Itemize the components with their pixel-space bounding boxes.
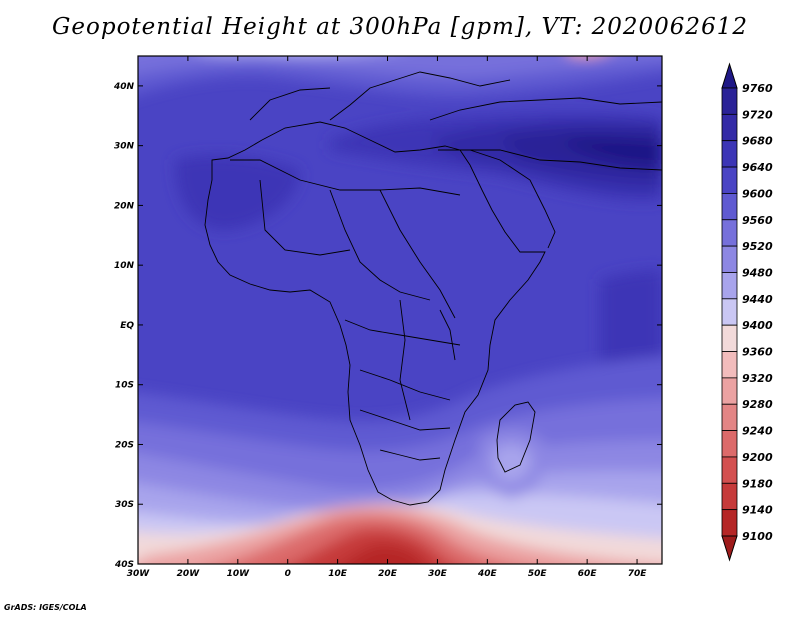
colorbar-bin: [721, 324, 738, 352]
colorbar-bin: [721, 351, 738, 379]
lon-tick-label: 20W: [177, 569, 201, 579]
colorbar-label: 9440: [742, 293, 773, 306]
footer-credit: GrADS: IGES/COLA: [4, 603, 87, 612]
map-title: Geopotential Height at 300hPa [gpm], VT:…: [52, 14, 748, 40]
colorbar-label: 9360: [742, 346, 773, 359]
lon-tick-label: 10W: [227, 569, 251, 579]
lat-tick-label: 20N: [114, 201, 135, 211]
colorbar-bin: [721, 166, 738, 194]
colorbar-label: 9140: [742, 504, 773, 517]
colorbar-label: 9600: [742, 187, 773, 200]
lon-tick-label: 60E: [578, 569, 598, 579]
colorbar-bin: [721, 272, 738, 300]
colorbar-bin: [721, 140, 738, 168]
colorbar-label: 9520: [742, 240, 773, 253]
coastlines: [204, 71, 662, 506]
colorbar-bin: [721, 219, 738, 247]
height-field: [138, 56, 662, 564]
colorbar: 9760 9720 9680 9640 9600 9560 9520 9480 9440 9400…: [721, 62, 773, 562]
latitude-axis: 40N 30N 20N 10N EQ 10S 20S 30S 40S: [113, 82, 662, 570]
colorbar-bin: [721, 193, 738, 221]
lat-tick-label: 30N: [114, 142, 135, 152]
lon-tick-label: 30W: [127, 569, 151, 579]
lon-tick-label: 30E: [428, 569, 448, 579]
lon-tick-label: 20E: [378, 569, 398, 579]
colorbar-bin: [721, 509, 738, 537]
lon-tick-label: 40E: [477, 569, 498, 579]
colorbar-bin: [721, 87, 738, 115]
colorbar-label: 9640: [742, 161, 773, 174]
colorbar-label: 9720: [742, 108, 773, 121]
lat-tick-label: 40S: [114, 560, 134, 570]
plot-frame: [137, 55, 663, 565]
lat-tick-label: 10S: [115, 381, 134, 391]
lat-tick-label: 20S: [115, 440, 134, 450]
colorbar-label: 9560: [742, 214, 773, 227]
colorbar-bin: [721, 245, 738, 273]
colorbar-label: 9760: [742, 82, 773, 95]
colorbar-label: 9100: [742, 530, 773, 543]
lat-tick-label: 30S: [115, 500, 134, 510]
colorbar-bin: [721, 430, 738, 458]
colorbar-label: 9480: [742, 266, 773, 279]
colorbar-label: 9680: [742, 135, 773, 148]
colorbar-label: 9280: [742, 398, 773, 411]
colorbar-bottom-arrow: [721, 535, 738, 562]
colorbar-bin: [721, 403, 738, 431]
colorbar-label: 9240: [742, 425, 773, 438]
colorbar-bin: [721, 456, 738, 484]
colorbar-bin: [721, 298, 738, 326]
colorbar-bin: [721, 113, 738, 142]
colorbar-label: 9200: [742, 451, 773, 464]
colorbar-bin: [721, 482, 738, 511]
lon-tick-label: 50E: [528, 569, 548, 579]
colorbar-label: 9180: [742, 477, 773, 490]
lon-tick-label: 10E: [328, 569, 348, 579]
lat-tick-label: 10N: [114, 261, 135, 271]
lat-tick-label: 40N: [113, 82, 135, 92]
longitude-axis: 30W 20W 10W 0 10E 20E 30E 40E 50E 60E 70E: [127, 56, 647, 579]
colorbar-label: 9320: [742, 372, 773, 385]
colorbar-bin: [721, 377, 738, 405]
lon-tick-label: 70E: [628, 569, 648, 579]
colorbar-label: 9400: [742, 319, 773, 332]
colorbar-top-arrow: [721, 62, 738, 89]
lon-tick-label: 0: [285, 569, 291, 579]
lat-tick-label: EQ: [120, 321, 134, 331]
